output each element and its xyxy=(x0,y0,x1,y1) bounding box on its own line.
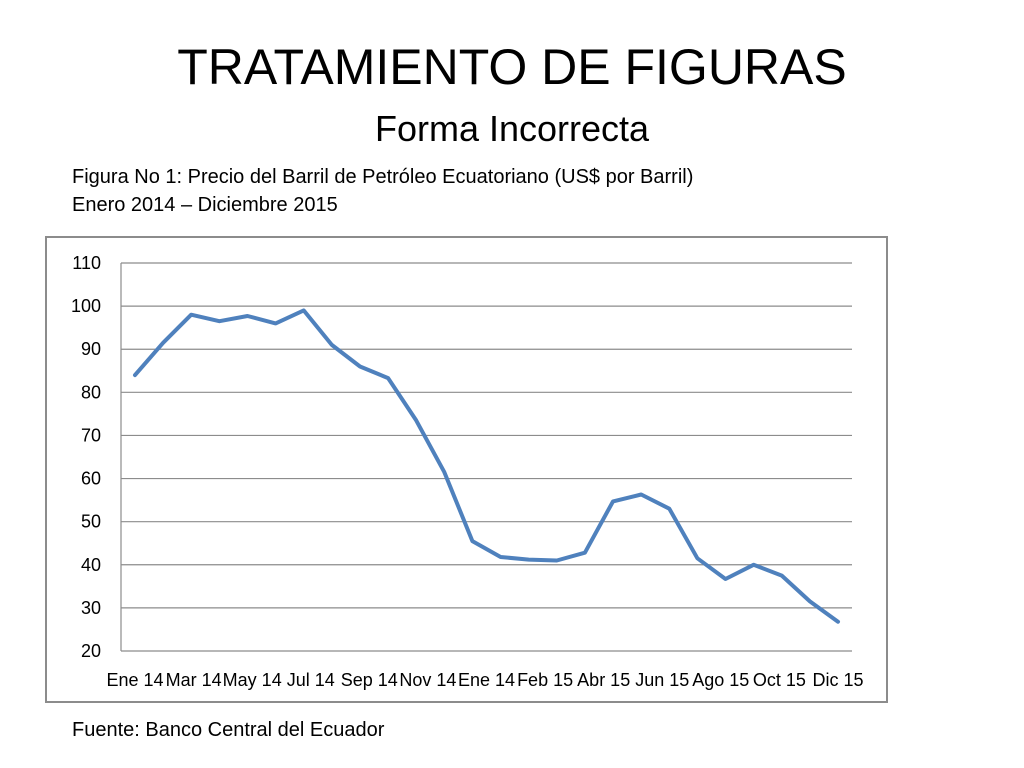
y-tick-label: 20 xyxy=(81,641,101,661)
x-axis-tick-labels: Ene 14 Mar 14 May 14 Jul 14 Sep 14 Nov 14 Ene … xyxy=(106,670,863,690)
y-tick-label: 90 xyxy=(81,339,101,359)
x-tick-label: Feb 15 xyxy=(517,670,573,690)
y-tick-label: 110 xyxy=(72,253,101,273)
slide-title: TRATAMIENTO DE FIGURAS xyxy=(177,39,847,95)
x-tick-label: Jun 15 xyxy=(635,670,689,690)
y-tick-label: 40 xyxy=(81,555,101,575)
figure-caption-line-2: Enero 2014 – Diciembre 2015 xyxy=(72,194,338,216)
x-tick-label: Abr 15 xyxy=(577,670,630,690)
x-tick-label: Oct 15 xyxy=(753,670,806,690)
y-axis-tick-labels: 20 30 40 50 60 70 80 90 100 110 xyxy=(71,253,101,661)
x-tick-label: Dic 15 xyxy=(812,670,863,690)
y-tick-label: 30 xyxy=(81,598,101,618)
y-tick-label: 60 xyxy=(81,469,101,489)
x-tick-label: Ene 14 xyxy=(106,670,163,690)
figure-caption-line-1: Figura No 1: Precio del Barril de Petról… xyxy=(72,166,694,188)
slide-subtitle: Forma Incorrecta xyxy=(374,108,650,149)
y-tick-label: 80 xyxy=(81,382,101,402)
y-tick-label: 50 xyxy=(81,512,101,532)
x-tick-label: Ene 14 xyxy=(458,670,515,690)
figure-caption: Figura No 1: Precio del Barril de Petról… xyxy=(72,163,693,219)
y-tick-label: 100 xyxy=(71,296,101,316)
chart-frame: 20 30 40 50 60 70 80 90 100 110 Ene 14 Mar 14 May 1… xyxy=(45,236,888,703)
series-layer xyxy=(133,308,840,624)
y-tick-label: 70 xyxy=(81,425,101,445)
x-tick-label: May 14 xyxy=(223,670,282,690)
x-tick-label: Jul 14 xyxy=(287,670,335,690)
x-tick-label: Mar 14 xyxy=(166,670,222,690)
grid-lines xyxy=(120,262,852,652)
source-note: Fuente: Banco Central del Ecuador xyxy=(72,719,385,741)
x-tick-label: Nov 14 xyxy=(399,670,456,690)
x-tick-label: Sep 14 xyxy=(341,670,398,690)
x-tick-label: Ago 15 xyxy=(692,670,749,690)
series-line xyxy=(133,308,840,624)
